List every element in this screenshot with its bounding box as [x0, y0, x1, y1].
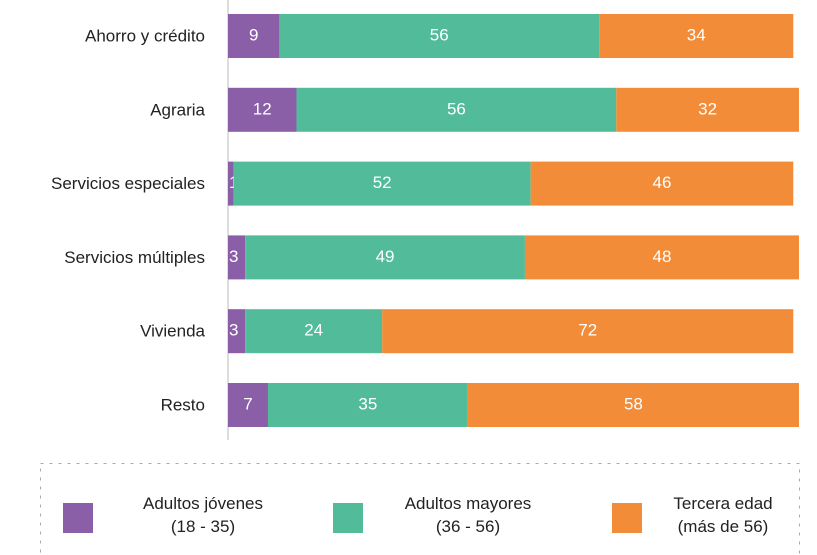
- legend-label: Adultos jóvenes (18 - 35): [143, 494, 263, 536]
- bar-segment: [599, 14, 794, 58]
- bar-segment: [530, 161, 794, 206]
- bar-segment: [524, 235, 799, 280]
- bar-segment: [467, 383, 799, 427]
- category-label: Ahorro y crédito: [85, 26, 205, 45]
- bar-segment: [228, 14, 280, 58]
- value-label: 12: [253, 99, 272, 118]
- legend-label: Tercera edad (más de 56): [673, 494, 772, 536]
- legend-box: [40, 463, 800, 555]
- legend-swatch: [612, 503, 642, 533]
- category-label: Vivienda: [140, 322, 205, 341]
- bar-segment: [228, 309, 246, 354]
- bar-segment: [267, 383, 468, 427]
- bar-segment: [616, 87, 799, 132]
- value-label: 48: [652, 247, 671, 266]
- value-label: 46: [652, 173, 671, 192]
- legend-label: Adultos mayores (36 - 56): [405, 494, 532, 536]
- value-label: 72: [578, 321, 597, 340]
- value-label: 56: [447, 99, 466, 118]
- category-label: Servicios especiales: [51, 174, 205, 193]
- value-label: 35: [358, 394, 377, 413]
- category-label: Resto: [161, 395, 205, 414]
- value-label: 3: [229, 321, 238, 340]
- value-label: 9: [249, 25, 258, 44]
- value-label: 56: [430, 25, 449, 44]
- bar-segment: [233, 161, 531, 206]
- category-label: Agraria: [150, 100, 205, 119]
- bar-segment: [228, 235, 246, 280]
- value-label: 24: [304, 321, 323, 340]
- category-label: Servicios múltiples: [64, 248, 205, 267]
- legend-swatch: [333, 503, 363, 533]
- bar-segment: [228, 87, 297, 132]
- value-label: 58: [624, 394, 643, 413]
- bar-segment: [279, 14, 600, 58]
- value-label: 49: [376, 247, 395, 266]
- value-label: 32: [698, 99, 717, 118]
- value-label: 3: [229, 247, 238, 266]
- value-label: 7: [243, 394, 252, 413]
- bar-segment: [382, 309, 794, 354]
- bar-segment: [228, 161, 234, 206]
- legend-swatch: [63, 503, 93, 533]
- value-label: 34: [687, 25, 706, 44]
- bar-segment: [245, 309, 383, 354]
- value-label: 52: [373, 173, 392, 192]
- bar-segment: [296, 87, 617, 132]
- bar-segment: [245, 235, 525, 280]
- bar-segment: [228, 383, 268, 427]
